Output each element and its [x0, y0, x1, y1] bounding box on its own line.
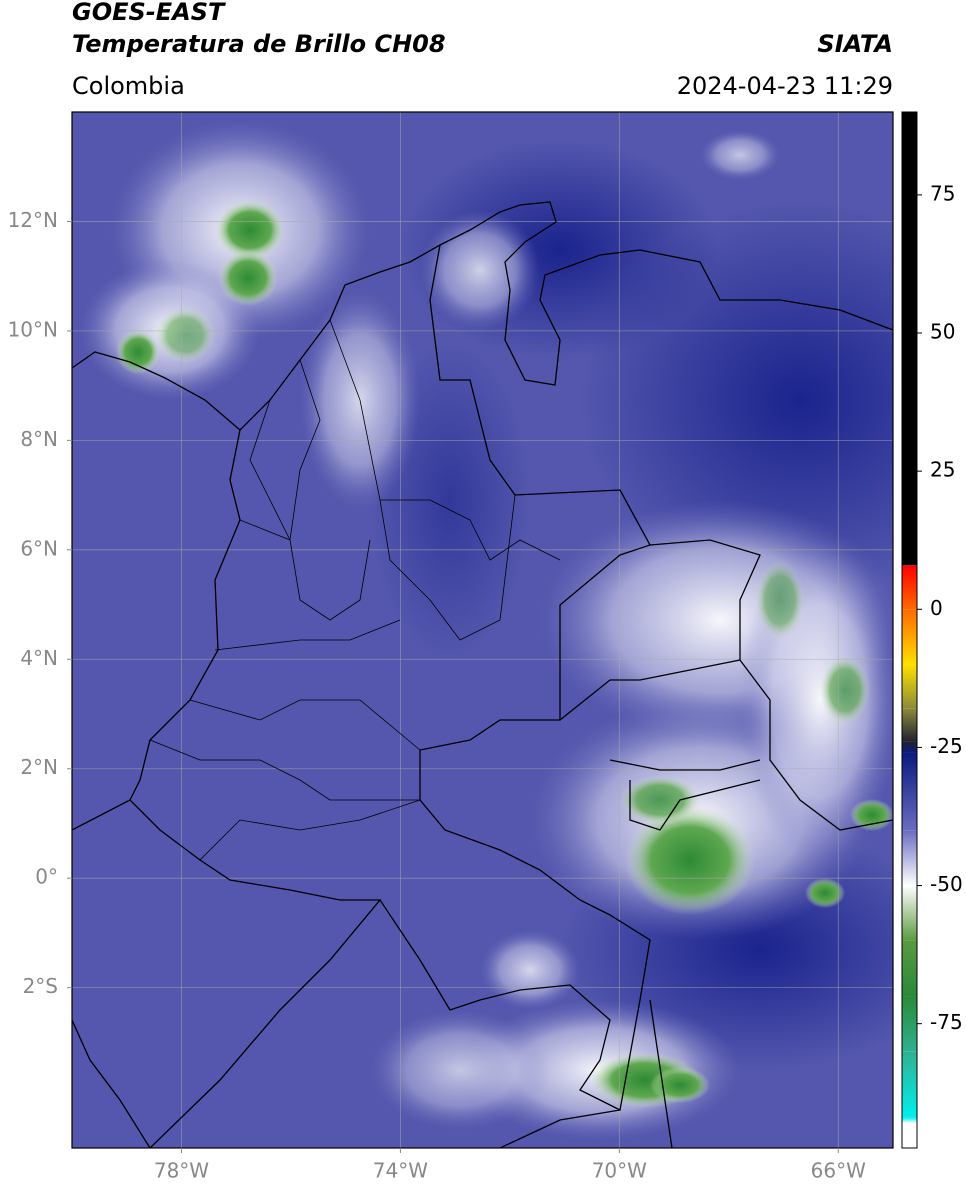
colorbar-segment	[902, 830, 917, 886]
title-line: GOES-EAST	[72, 0, 226, 26]
colorbar-segment	[902, 664, 917, 709]
colorbar-segment	[902, 565, 917, 566]
colorbar-segment	[902, 565, 917, 610]
y-tick-label: 6°N	[20, 536, 58, 560]
colombia-border	[379, 244, 651, 1111]
colorbar-segment	[902, 1051, 917, 1118]
colorbar-segment	[902, 885, 917, 941]
y-tick-label: 2°N	[20, 755, 58, 779]
timestamp: 2024-04-23 11:29	[677, 72, 893, 100]
colorbar-segment	[902, 741, 917, 753]
x-tick-label: 66°W	[811, 1159, 866, 1183]
colorbar-frame	[901, 111, 918, 1149]
x-tick-label: 78°W	[154, 1159, 209, 1183]
subtitle: Colombia	[72, 72, 185, 100]
colorbar-segment	[902, 609, 917, 665]
coastline	[72, 201, 893, 431]
y-tick-label: 4°N	[20, 646, 58, 670]
y-tick-label: 8°N	[20, 427, 58, 451]
title-line: Temperatura de Brillo CH08	[72, 30, 446, 58]
x-tick-label: 70°W	[592, 1159, 647, 1183]
colorbar-segment	[902, 1123, 917, 1148]
colorbar-segment	[902, 940, 917, 997]
source: SIATA	[817, 30, 893, 58]
pacific-coast	[129, 429, 382, 1148]
colorbar-tick-label: -75	[930, 1010, 963, 1034]
satellite-image	[72, 112, 893, 1148]
colorbar-tick-label: -50	[930, 872, 963, 896]
colorbar-tick-label: 50	[930, 320, 955, 344]
graticule	[72, 112, 893, 1148]
venezuela-brazil-border	[72, 539, 893, 1148]
y-tick-label: 10°N	[8, 317, 58, 341]
colorbar: 75 50 25 0 -25 -50 -75	[901, 111, 963, 1149]
map-frame	[71, 111, 894, 1149]
colorbar-segment	[902, 1117, 917, 1124]
y-tick-label: 2°S	[23, 974, 58, 998]
borders	[72, 201, 893, 1148]
colorbar-tick-label: 75	[930, 181, 955, 205]
colorbar-tick-label: 25	[930, 458, 955, 482]
y-tick-label: 12°N	[8, 208, 58, 232]
x-tick-label: 74°W	[373, 1159, 428, 1183]
departments	[149, 319, 561, 861]
colorbar-tick-label: -25	[930, 734, 963, 758]
colorbar-segment	[902, 752, 917, 831]
colorbar-tick-label: 0	[930, 596, 943, 620]
y-tick-label: 0°	[35, 865, 58, 889]
colorbar-segment	[902, 708, 917, 742]
colorbar-segment	[902, 996, 917, 1052]
colorbar-segment	[902, 112, 917, 566]
